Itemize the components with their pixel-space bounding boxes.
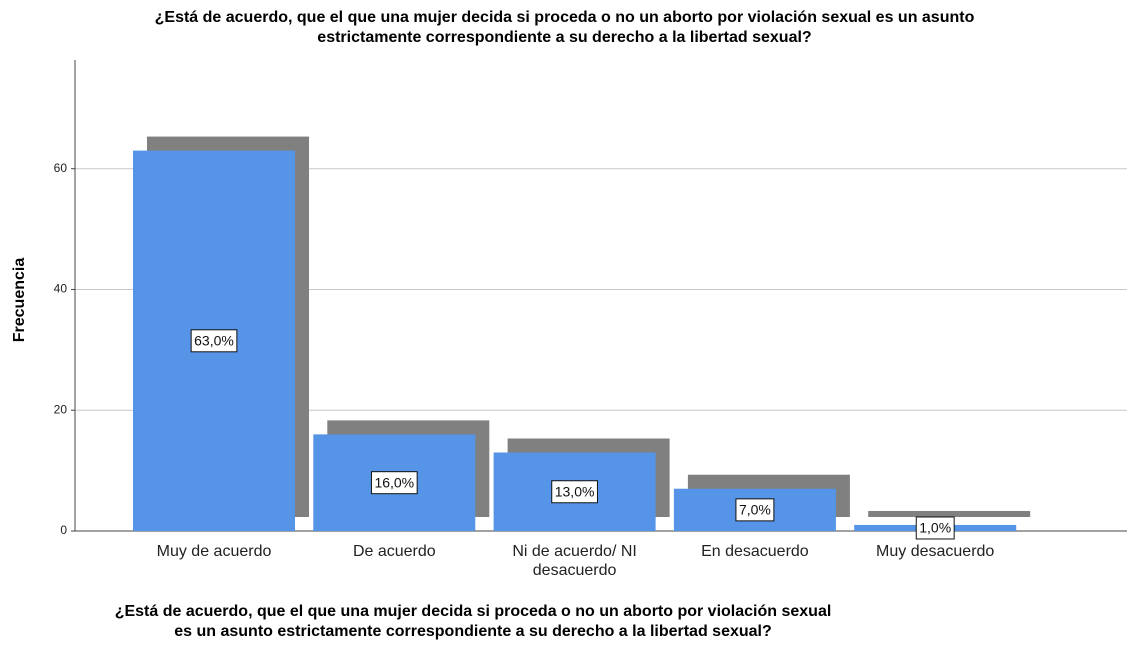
x-label-line: ¿Está de acuerdo, que el que una mujer d… xyxy=(114,603,832,620)
y-tick-label: 20 xyxy=(54,402,68,416)
x-axis-label: ¿Está de acuerdo, que el que una mujer d… xyxy=(0,602,946,642)
x-tick-label: Muy desacuerdo xyxy=(876,543,995,560)
value-label: 7,0% xyxy=(739,502,771,518)
x-tick-label: Muy de acuerdo xyxy=(156,543,272,560)
value-label-box xyxy=(915,516,955,540)
value-label: 16,0% xyxy=(374,474,414,490)
y-tick-label: 0 xyxy=(60,523,67,537)
x-tick-label: De acuerdo xyxy=(352,543,436,560)
x-tick-label: En desacuerdo xyxy=(701,543,809,560)
y-tick-label: 40 xyxy=(54,282,68,296)
title-line: estrictamente correspondiente a su derec… xyxy=(317,29,812,46)
value-label: 63,0% xyxy=(194,332,234,348)
value-label-box xyxy=(551,480,598,504)
value-label: 1,0% xyxy=(919,520,951,536)
value-label-box xyxy=(190,329,238,353)
x-tick-label: Ni de acuerdo/ NI desacuerdo xyxy=(512,543,637,579)
y-axis-label: Frecuencia xyxy=(11,258,28,343)
value-label: 13,0% xyxy=(555,483,595,499)
x-label-line: es un asunto estrictamente correspondien… xyxy=(174,623,772,640)
value-label-box xyxy=(735,498,775,522)
value-label-box xyxy=(370,471,418,495)
y-tick-label: 60 xyxy=(54,161,68,175)
chart-title: ¿Está de acuerdo, que el que una mujer d… xyxy=(0,8,1129,48)
title-line: ¿Está de acuerdo, que el que una mujer d… xyxy=(154,9,975,26)
bar-shadow xyxy=(868,510,1031,517)
